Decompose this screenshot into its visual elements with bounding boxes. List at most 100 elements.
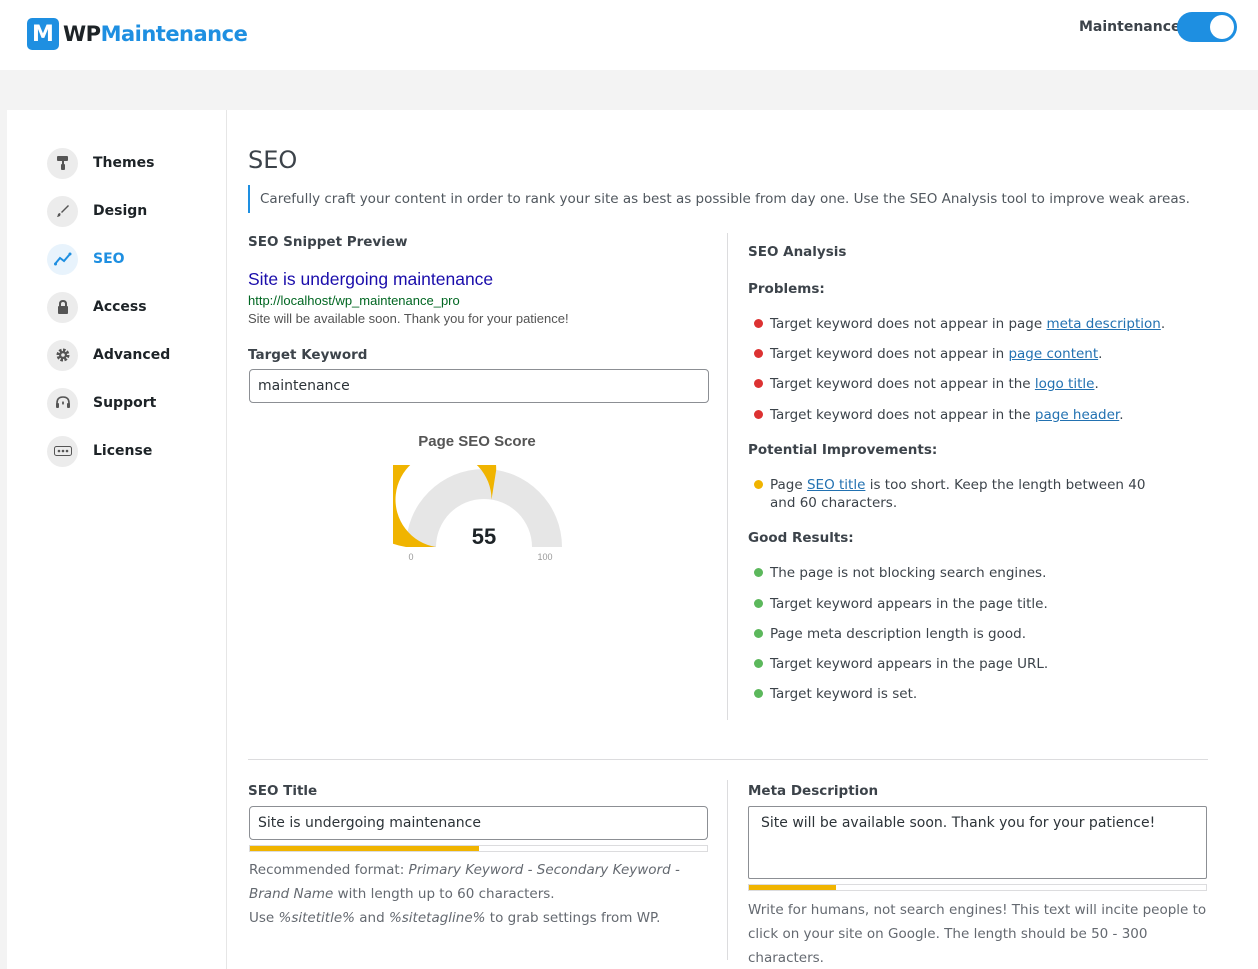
good-text: Page meta description length is good. [770,626,1026,642]
seo-score-value: 55 [472,524,496,549]
sidebar-item-access[interactable]: Access [47,290,147,324]
sidebar-item-themes[interactable]: Themes [47,146,154,180]
headset-icon [47,387,78,419]
success-dot-icon [754,689,763,698]
good-text: Target keyword appears in the page title… [770,596,1048,612]
good-results-heading: Good Results: [748,530,854,546]
snippet-url: http://localhost/wp_maintenance_pro [248,293,460,308]
warning-dot-icon [754,480,763,489]
logo-wp: WP [63,22,101,46]
target-keyword-label: Target Keyword [248,347,368,363]
page-content-link[interactable]: page content [1008,346,1099,362]
seo-title-input[interactable] [249,806,708,840]
meta-description-link[interactable]: meta description [1046,316,1161,332]
problem-item: Target keyword does not appear in the pa… [752,406,1202,424]
problem-text: . [1094,376,1099,392]
good-item: Page meta description length is good. [752,625,1202,643]
good-text: Target keyword appears in the page URL. [770,656,1049,672]
meta-description-length-bar [748,884,1207,891]
good-text: The page is not blocking search engines. [770,565,1047,581]
page-description: Carefully craft your content in order to… [248,185,1208,213]
sidebar-item-label: SEO [93,251,125,267]
sidebar-item-support[interactable]: Support [47,386,156,420]
error-dot-icon [754,319,763,328]
sidebar-item-label: Design [93,203,148,219]
maintenance-toggle-label: Maintenance [1079,19,1181,35]
meta-description-label: Meta Description [748,783,879,799]
logo-text: WPMaintenance [63,22,248,46]
seo-title-length-fill [250,846,479,851]
lock-icon [47,291,78,323]
error-dot-icon [754,410,763,419]
problem-text: . [1119,407,1124,423]
problem-text: Target keyword does not appear in [770,346,1009,362]
snippet-preview-heading: SEO Snippet Preview [248,234,408,250]
section-divider [248,759,1208,760]
gauge-min-label: 0 [408,552,413,562]
sidebar-item-label: License [93,443,153,459]
success-dot-icon [754,659,763,668]
toggle-knob [1210,15,1234,39]
good-item: Target keyword appears in the page URL. [752,655,1202,673]
paint-roller-icon [47,147,78,179]
key-dots-icon [47,435,78,467]
problem-text: Target keyword does not appear in the [770,407,1035,423]
sidebar-item-label: Support [93,395,157,411]
problem-item: Target keyword does not appear in page c… [752,345,1202,363]
problem-item: Target keyword does not appear in page m… [752,315,1202,333]
meta-description-input[interactable]: Site will be available soon. Thank you f… [748,806,1207,879]
improvement-text: is too short. Keep the length between 40… [770,477,1146,511]
seo-main: SEO Carefully craft your content in orde… [248,110,1248,969]
gear-icon [47,339,78,371]
sidebar-item-label: Advanced [93,347,171,363]
good-item: Target keyword is set. [752,685,1202,703]
maintenance-toggle[interactable] [1177,12,1237,42]
sidebar-item-license[interactable]: License [47,434,152,468]
brush-icon [47,195,78,227]
help-variable: %sitetagline% [388,910,486,926]
good-item: The page is not blocking search engines. [752,564,1202,582]
settings-panel: Themes Design SEO Access Advanced [7,110,1258,969]
seo-title-link[interactable]: SEO title [806,477,866,493]
error-dot-icon [754,379,763,388]
sidebar-item-label: Themes [93,155,155,171]
seo-title-label: SEO Title [248,783,318,799]
meta-description-help: Write for humans, not search engines! Th… [748,902,1207,966]
seo-analysis-heading: SEO Analysis [748,244,847,260]
logo-name: Maintenance [100,22,248,46]
top-bar: M WPMaintenance Maintenance [0,0,1258,70]
logo-title-link[interactable]: logo title [1034,376,1095,392]
help-text: and [354,910,389,926]
problem-text: . [1098,346,1103,362]
improvement-text: Page [770,477,807,493]
snippet-description: Site will be available soon. Thank you f… [248,311,569,326]
logo-badge-icon: M [27,18,59,50]
problem-text: . [1160,316,1166,332]
logo: M WPMaintenance [27,18,248,50]
gauge-track [406,469,562,547]
help-text: with length up to 60 characters. [333,886,555,902]
help-variable: %sitetitle% [278,910,355,926]
sidebar: Themes Design SEO Access Advanced [7,110,227,969]
sidebar-item-advanced[interactable]: Advanced [47,338,170,372]
success-dot-icon [754,599,763,608]
sidebar-item-seo[interactable]: SEO [47,242,125,276]
page-title: SEO [248,146,298,174]
column-divider [727,233,728,720]
help-text: Recommended format: [249,862,409,878]
problem-text: Target keyword does not appear in page [770,316,1047,332]
success-dot-icon [754,568,763,577]
sidebar-item-label: Access [93,299,147,315]
improvement-item: Page SEO title is too short. Keep the le… [752,476,1172,512]
help-text: to grab settings from WP. [485,910,661,926]
sidebar-item-design[interactable]: Design [47,194,147,228]
column-divider [727,780,728,960]
seo-score-gauge: 55 0 100 [393,465,562,562]
seo-title-length-bar [249,845,708,852]
problems-heading: Problems: [748,281,825,297]
chart-line-icon [47,243,78,275]
target-keyword-input[interactable] [249,369,709,403]
page-header-link[interactable]: page header [1034,407,1120,423]
improvements-heading: Potential Improvements: [748,442,938,458]
gauge-fill [393,465,497,547]
